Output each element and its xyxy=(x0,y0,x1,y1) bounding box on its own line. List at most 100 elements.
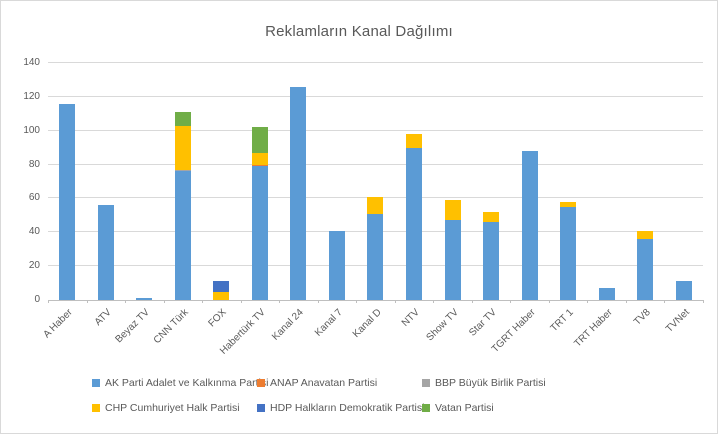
bar-segment xyxy=(213,291,230,300)
x-axis-label-Kanal 7: Kanal 7 xyxy=(312,307,345,339)
bar-stack-TV8 xyxy=(637,230,654,300)
bar-slot-Kanal 24 xyxy=(279,63,318,300)
bar-stack-TVNet xyxy=(675,281,692,300)
legend-item-BBP Büyük Birlik Partisi: BBP Büyük Birlik Partisi xyxy=(422,377,546,389)
bar-stack-TRT 1 xyxy=(560,201,577,300)
x-axis-tick xyxy=(317,300,319,303)
bar-slot-NTV xyxy=(395,63,434,300)
legend-swatch-icon xyxy=(92,379,100,387)
bar-segment xyxy=(560,201,577,207)
y-tick-label-140: 140 xyxy=(23,57,40,68)
gridline-y140 xyxy=(48,62,703,63)
x-axis-label-TV8: TV8 xyxy=(632,307,653,328)
legend-swatch-icon xyxy=(257,379,265,387)
bar-segment xyxy=(328,230,345,300)
x-axis-label-Beyaz TV: Beyaz TV xyxy=(113,307,153,346)
y-tick-label-100: 100 xyxy=(23,124,40,136)
bar-stack-Kanal 7 xyxy=(328,230,345,300)
x-axis-label-Show TV: Show TV xyxy=(423,307,461,344)
bar-slot-ATV xyxy=(87,63,126,300)
y-tick-label-120: 120 xyxy=(23,90,40,102)
bar-segment xyxy=(174,171,191,300)
legend-swatch-icon xyxy=(257,404,265,412)
x-axis-tick xyxy=(587,300,589,303)
bar-segment xyxy=(367,213,384,300)
x-axis-label-ATV: ATV xyxy=(92,307,114,329)
bar-segment xyxy=(406,134,422,148)
x-axis-tick xyxy=(202,300,204,303)
bar-slot-A Haber xyxy=(48,63,87,300)
x-axis-tick xyxy=(471,300,473,303)
bar-slot-Habertürk TV xyxy=(241,63,280,300)
x-axis-label-TGRT Haber: TGRT Haber xyxy=(489,307,538,355)
chart-title: Reklamların Kanal Dağılımı xyxy=(265,23,453,40)
plot-area: 0 20 40 60 80 100 120 140 xyxy=(23,57,704,305)
bar-slot-CNN Türk xyxy=(164,63,203,300)
bar-stack-FOX xyxy=(213,281,230,300)
bar-segment xyxy=(213,281,230,292)
bar-slot-TRT 1 xyxy=(549,63,588,300)
legend-swatch-icon xyxy=(422,404,430,412)
bar-segment xyxy=(444,220,461,300)
bar-segment xyxy=(290,86,307,300)
bar-stack-Star TV xyxy=(483,211,500,300)
bar-segment xyxy=(59,103,76,300)
legend-label: CHP Cumhuriyet Halk Partisi xyxy=(105,402,240,414)
bar-segment xyxy=(174,125,191,170)
x-axis-label-CNN Türk: CNN Türk xyxy=(151,307,191,347)
gridline-y100 xyxy=(48,129,703,131)
x-axis-label-FOX: FOX xyxy=(206,307,230,330)
legend-label: Vatan Partisi xyxy=(435,402,494,414)
bar-segment xyxy=(483,211,500,223)
bar-stack-TRT Haber xyxy=(598,288,615,300)
y-tick-label-20: 20 xyxy=(28,260,40,272)
bar-segment xyxy=(97,205,114,300)
bar-slot-Show TV xyxy=(433,63,472,300)
bar-slot-TRT Haber xyxy=(587,63,626,300)
legend-label: AK Parti Adalet ve Kalkınma Partisi xyxy=(105,377,269,389)
bar-slot-Beyaz TV xyxy=(125,63,164,300)
bar-segment xyxy=(637,230,654,240)
bar-slot-TGRT Haber xyxy=(510,63,549,300)
bar-segment xyxy=(367,196,384,214)
bar-stack-Show TV xyxy=(444,200,461,300)
bar-segment xyxy=(675,281,692,300)
legend-label: BBP Büyük Birlik Partisi xyxy=(435,377,546,389)
x-axis-tick xyxy=(163,300,165,303)
legend-swatch-icon xyxy=(422,379,430,387)
x-axis-label-Kanal 24: Kanal 24 xyxy=(270,307,307,343)
bar-slot-Star TV xyxy=(472,63,511,300)
bar-segment xyxy=(637,239,654,300)
bar-segment xyxy=(406,147,422,300)
bar-stack-Habertürk TV xyxy=(251,127,268,300)
x-axis-tick xyxy=(240,300,242,303)
bar-segment xyxy=(598,288,615,300)
y-tick-label-40: 40 xyxy=(28,226,40,238)
legend-swatch-icon xyxy=(92,404,100,412)
bar-segment xyxy=(136,298,153,300)
gridline-y80 xyxy=(48,163,703,165)
legend-item-HDP Halkların Demokratik Partisi: HDP Halkların Demokratik Partisi xyxy=(257,402,424,414)
y-tick-label-0: 0 xyxy=(34,294,40,305)
x-axis-tick xyxy=(625,300,627,303)
x-axis-tick xyxy=(394,300,396,303)
x-axis-tick xyxy=(433,300,435,303)
bar-stack-CNN Türk xyxy=(174,112,191,300)
y-tick-label-80: 80 xyxy=(28,158,40,170)
bar-slot-FOX xyxy=(202,63,241,300)
x-axis-label-TRT 1: TRT 1 xyxy=(548,307,576,335)
x-axis-tick xyxy=(356,300,358,303)
bar-stack-ATV xyxy=(97,205,114,300)
x-axis-label-TVNet: TVNet xyxy=(663,307,692,335)
x-axis-line xyxy=(48,300,703,301)
legend-item-Vatan Partisi: Vatan Partisi xyxy=(422,402,494,414)
x-axis-tick xyxy=(703,300,704,303)
bar-stack-NTV xyxy=(406,134,422,300)
y-tick-label-60: 60 xyxy=(28,192,40,204)
legend-item-CHP Cumhuriyet Halk Partisi: CHP Cumhuriyet Halk Partisi xyxy=(92,402,240,414)
bar-stack-Kanal 24 xyxy=(290,86,307,300)
x-axis-label-Habertürk TV: Habertürk TV xyxy=(217,307,268,357)
bar-slot-Kanal 7 xyxy=(318,63,357,300)
x-axis-tick xyxy=(548,300,550,303)
legend-item-AK Parti Adalet ve Kalkınma Partisi: AK Parti Adalet ve Kalkınma Partisi xyxy=(92,377,268,389)
